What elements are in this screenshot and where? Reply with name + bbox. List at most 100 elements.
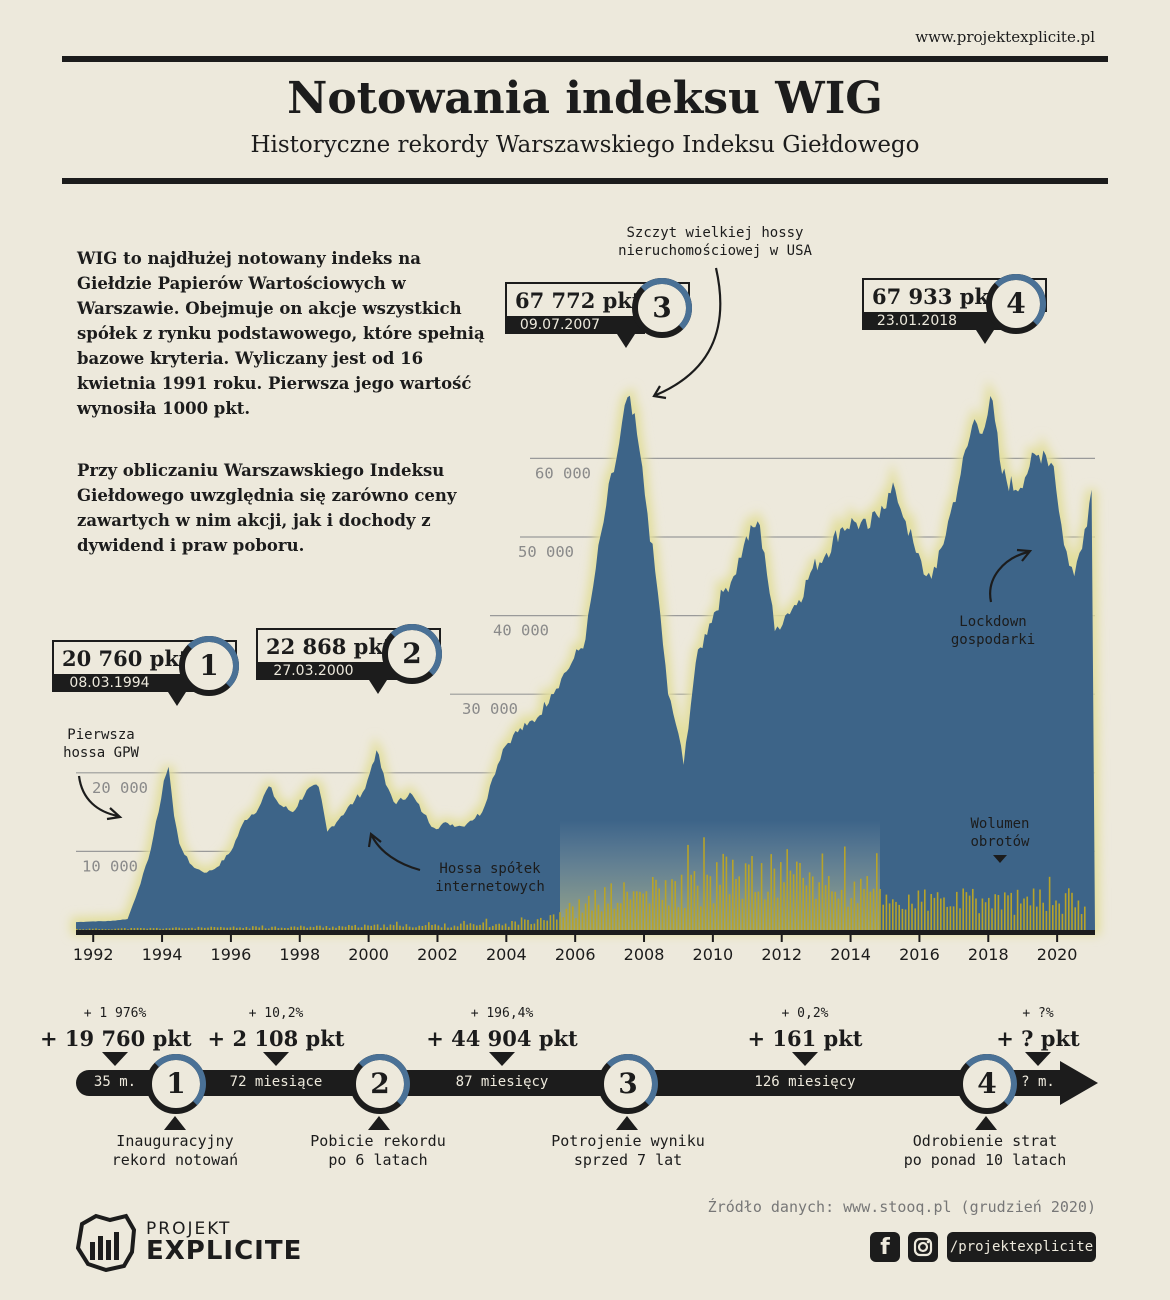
- volume-bar: [236, 927, 238, 930]
- volume-bar: [610, 883, 612, 930]
- volume-bar: [332, 926, 334, 930]
- volume-bar: [223, 927, 225, 930]
- volume-bar: [341, 926, 344, 930]
- gain-percent: + 0,2%: [781, 1006, 829, 1021]
- gain-points: + 44 904 pkt: [426, 1026, 578, 1051]
- volume-bar: [540, 917, 542, 930]
- x-tick-label: 2018: [968, 945, 1009, 964]
- volume-bar: [757, 891, 760, 930]
- volume-bar: [639, 891, 641, 930]
- volume-bar: [764, 899, 766, 930]
- volume-bar: [495, 924, 497, 930]
- volume-bar: [280, 927, 283, 930]
- gain-points: + 19 760 pkt: [40, 1026, 192, 1051]
- y-tick-label: 40 000: [493, 622, 549, 640]
- arrow-us-peak: [655, 267, 722, 397]
- volume-bar: [975, 898, 977, 930]
- volume-bar: [828, 876, 830, 930]
- volume-bar: [207, 927, 209, 930]
- x-axis-line: [76, 930, 1095, 935]
- social-handle[interactable]: /projektexplicite: [947, 1232, 1096, 1262]
- volume-bar: [149, 927, 152, 930]
- volume-bar: [1023, 898, 1025, 930]
- volume-bar: [712, 903, 715, 930]
- x-tick-label: 2004: [486, 945, 527, 964]
- gain-points: + 161 pkt: [747, 1026, 863, 1051]
- volume-bar: [872, 888, 875, 930]
- volume-bar: [472, 924, 475, 930]
- site-url[interactable]: www.projektexplicite.pl: [915, 28, 1095, 46]
- volume-bar: [549, 915, 552, 930]
- volume-bar: [1055, 900, 1057, 930]
- volume-bar: [309, 926, 312, 930]
- volume-bar: [572, 906, 574, 930]
- volume-bar: [85, 929, 88, 930]
- timeline-segment-label: ? m.: [1021, 1074, 1055, 1090]
- volume-bar: [594, 889, 596, 930]
- facebook-icon[interactable]: f: [870, 1232, 900, 1262]
- volume-bar: [306, 927, 308, 930]
- volume-bar: [623, 882, 625, 930]
- volume-bar: [818, 882, 820, 930]
- volume-bar: [159, 928, 161, 930]
- volume-bar: [389, 924, 392, 930]
- volume-bar: [1080, 914, 1083, 930]
- timeline-arrow-head: [1060, 1061, 1098, 1105]
- volume-bar: [636, 891, 638, 930]
- volume-bar: [949, 906, 952, 930]
- volume-bar: [184, 928, 187, 930]
- y-tick-label: 60 000: [535, 464, 591, 482]
- volume-bar: [303, 926, 305, 930]
- volume-bar: [722, 853, 724, 930]
- volume-bar: [866, 876, 868, 930]
- gain-points: + ? pkt: [996, 1026, 1080, 1051]
- volume-bar: [1036, 906, 1038, 930]
- volume-bar: [725, 856, 728, 930]
- volume-bar: [1074, 907, 1076, 930]
- volume-bar: [882, 904, 884, 930]
- volume-bar: [559, 912, 561, 930]
- volume-bar: [376, 924, 379, 930]
- volume-bar: [741, 898, 744, 930]
- volume-bar: [517, 924, 520, 930]
- volume-bar: [300, 925, 302, 930]
- record-badge: 4: [986, 274, 1046, 334]
- volume-bar: [748, 864, 750, 930]
- x-tick-label: 2010: [693, 945, 734, 964]
- brand-logo-icon: [76, 1213, 137, 1272]
- wig-area-series: [76, 395, 1095, 930]
- timeline-segment-label: 126 miesięcy: [754, 1074, 856, 1090]
- volume-pointer: [993, 855, 1007, 863]
- x-tick-label: 2006: [555, 945, 596, 964]
- volume-bar: [101, 928, 104, 930]
- volume-bar: [194, 928, 196, 930]
- record-badge: 1: [179, 636, 239, 696]
- volume-bar: [655, 879, 657, 930]
- arrow-lockdown-head: [1016, 548, 1033, 562]
- volume-bar: [188, 928, 190, 930]
- volume-bar: [831, 891, 833, 930]
- volume-bar: [415, 927, 417, 930]
- area-layer: [71, 379, 1101, 935]
- instagram-icon[interactable]: [908, 1232, 938, 1262]
- x-tick-label: 1994: [142, 945, 183, 964]
- volume-bar: [901, 908, 904, 930]
- volume-bar: [104, 929, 107, 930]
- record-pointer: [369, 680, 387, 694]
- volume-bar: [440, 927, 443, 930]
- gain-pointer: [102, 1052, 128, 1066]
- brand-name-bottom: EXPLICITE: [146, 1236, 303, 1266]
- volume-bar: [1004, 892, 1006, 930]
- volume-bar: [1039, 889, 1041, 930]
- volume-bar: [146, 928, 148, 930]
- volume-bar: [575, 918, 577, 930]
- volume-bar: [959, 908, 961, 930]
- volume-bar: [530, 924, 532, 930]
- volume-bar: [367, 925, 369, 930]
- volume-bar: [488, 927, 491, 930]
- volume-bar: [428, 922, 430, 930]
- volume-bar: [264, 928, 267, 930]
- volume-bar: [847, 906, 849, 930]
- timeline-bar: [76, 1070, 1066, 1096]
- volume-bar: [252, 926, 254, 930]
